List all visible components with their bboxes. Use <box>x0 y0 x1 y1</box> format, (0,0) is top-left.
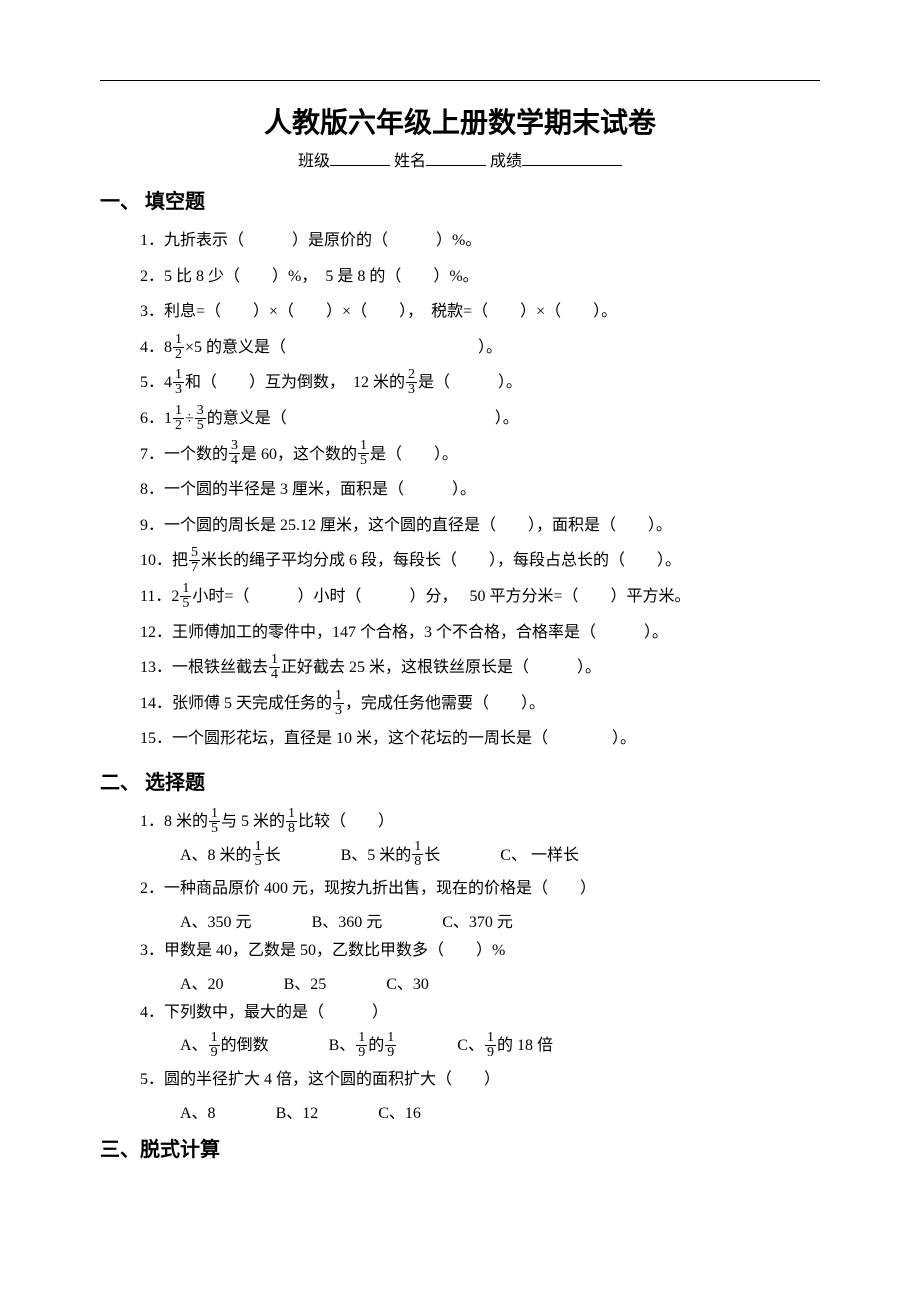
cq1a-frac: 15 <box>253 840 264 869</box>
cq4b-frac2: 19 <box>385 1031 396 1060</box>
cq1-pre: 1．8 米的 <box>140 813 208 830</box>
fill-q5: 5．413和（ ）互为倒数， 12 米的23是（ ）。 <box>140 366 820 400</box>
choice-q5: 5．圆的半径扩大 4 倍，这个圆的面积扩大（ ） <box>140 1063 820 1097</box>
section-2-header: 二、 选择题 <box>100 766 820 795</box>
q6-div: ÷ <box>185 410 194 427</box>
choice-q1-options: A、8 米的15长 B、5 米的18长 C、 一样长 <box>180 841 820 871</box>
cq5-opt-b[interactable]: B、12 <box>276 1099 319 1123</box>
choice-q4-options: A、19的倒数 B、19的19 C、19的 18 倍 <box>180 1031 820 1061</box>
fill-q1: 1．九折表示（ ）是原价的（ ）%。 <box>140 224 820 258</box>
top-rule <box>100 80 820 81</box>
fill-q6: 6．112÷35的意义是（ ）。 <box>140 402 820 436</box>
q14-post: ，完成任务他需要（ ）。 <box>345 695 545 712</box>
q10-frac: 57 <box>189 546 200 575</box>
cq4c-frac: 19 <box>485 1031 496 1060</box>
fill-q3: 3．利息=（ ）×（ ）×（ ）， 税款=（ ）×（ ）。 <box>140 295 820 329</box>
q6-frac1: 12 <box>173 404 184 433</box>
fill-q15: 15．一个圆形花坛，直径是 10 米，这个花坛的一周长是（ ）。 <box>140 722 820 756</box>
choice-q2-options: A、350 元 B、360 元 C、370 元 <box>180 908 820 932</box>
choice-q5-options: A、8 B、12 C、16 <box>180 1099 820 1123</box>
student-meta: 班级 姓名 成绩 <box>100 147 820 171</box>
choice-q3: 3．甲数是 40，乙数是 50，乙数比甲数多（ ）% <box>140 934 820 968</box>
fill-q9: 9．一个圆的周长是 25.12 厘米，这个圆的直径是（ ），面积是（ ）。 <box>140 509 820 543</box>
cq1-mid: 与 5 米的 <box>221 813 285 830</box>
q4-pre: 4．8 <box>140 339 172 356</box>
q4-post: ×5 的意义是（ ）。 <box>185 339 502 356</box>
q13-post: 正好截去 25 米，这根铁丝原长是（ ）。 <box>281 659 601 676</box>
cq5-opt-c[interactable]: C、16 <box>378 1099 421 1123</box>
name-label: 姓名 <box>394 153 426 170</box>
class-label: 班级 <box>298 153 330 170</box>
fill-q8: 8．一个圆的半径是 3 厘米，面积是（ ）。 <box>140 473 820 507</box>
q14-pre: 14．张师傅 5 天完成任务的 <box>140 695 332 712</box>
cq3-opt-a[interactable]: A、20 <box>180 970 224 994</box>
cq4a-frac: 19 <box>209 1031 220 1060</box>
fill-q4: 4．812×5 的意义是（ ）。 <box>140 331 820 365</box>
q5-pre: 5．4 <box>140 374 172 391</box>
q6-pre: 6．1 <box>140 410 172 427</box>
q11-pre: 11．2 <box>140 588 179 605</box>
q4-frac: 12 <box>173 333 184 362</box>
q7-frac2: 15 <box>358 439 369 468</box>
fill-q2: 2．5 比 8 少（ ）%， 5 是 8 的（ ）%。 <box>140 260 820 294</box>
cq3-opt-c[interactable]: C、30 <box>386 970 429 994</box>
score-blank[interactable] <box>522 149 622 166</box>
class-blank[interactable] <box>330 149 390 166</box>
fill-q13: 13．一根铁丝截去14正好截去 25 米，这根铁丝原长是（ ）。 <box>140 651 820 685</box>
exam-page: 人教版六年级上册数学期末试卷 班级 姓名 成绩 一、 填空题 1．九折表示（ ）… <box>0 0 920 1232</box>
q5-frac2: 23 <box>406 368 417 397</box>
q10-post: 米长的绳子平均分成 6 段，每段长（ ），每段占总长的（ ）。 <box>201 552 681 569</box>
q6-frac2: 35 <box>195 404 206 433</box>
choice-q3-options: A、20 B、25 C、30 <box>180 970 820 994</box>
fill-q14: 14．张师傅 5 天完成任务的13，完成任务他需要（ ）。 <box>140 687 820 721</box>
q13-pre: 13．一根铁丝截去 <box>140 659 268 676</box>
q7-post: 是（ ）。 <box>370 446 458 463</box>
cq1-frac1: 15 <box>209 807 220 836</box>
fill-q11: 11．215小时=（ ）小时（ ）分， 50 平方分米=（ ）平方米。 <box>140 580 820 614</box>
q11-post: 小时=（ ）小时（ ）分， 50 平方分米=（ ）平方米。 <box>192 588 690 605</box>
cq5-opt-a[interactable]: A、8 <box>180 1099 216 1123</box>
cq4-opt-c[interactable]: C、19的 18 倍 <box>457 1031 553 1061</box>
q10-pre: 10．把 <box>140 552 188 569</box>
choice-q1: 1．8 米的15与 5 米的18比较（ ） <box>140 805 820 839</box>
fill-q12: 12．王师傅加工的零件中，147 个合格，3 个不合格，合格率是（ ）。 <box>140 616 820 650</box>
cq2-opt-a[interactable]: A、350 元 <box>180 908 252 932</box>
cq4-opt-a[interactable]: A、19的倒数 <box>180 1031 269 1061</box>
cq1-opt-b[interactable]: B、5 米的18长 <box>341 841 441 871</box>
cq2-opt-c[interactable]: C、370 元 <box>442 908 513 932</box>
cq4-opt-b[interactable]: B、19的19 <box>329 1031 398 1061</box>
q14-frac: 13 <box>333 689 344 718</box>
exam-title: 人教版六年级上册数学期末试卷 <box>100 101 820 141</box>
cq1-frac2: 18 <box>286 807 297 836</box>
q11-frac: 15 <box>180 582 191 611</box>
cq1-opt-c[interactable]: C、 一样长 <box>500 841 579 871</box>
name-blank[interactable] <box>426 149 486 166</box>
choice-q4: 4．下列数中，最大的是（ ） <box>140 996 820 1030</box>
q5-mid: 和（ ）互为倒数， 12 米的 <box>185 374 405 391</box>
cq1-post: 比较（ ） <box>298 813 394 830</box>
q7-frac1: 34 <box>229 439 240 468</box>
q13-frac: 14 <box>269 653 280 682</box>
q6-post: 的意义是（ ）。 <box>207 410 519 427</box>
cq1b-frac: 18 <box>412 840 423 869</box>
fill-q7: 7．一个数的34是 60，这个数的15是（ ）。 <box>140 438 820 472</box>
choice-q2: 2．一种商品原价 400 元，现按九折出售，现在的价格是（ ） <box>140 872 820 906</box>
q5-post: 是（ ）。 <box>418 374 522 391</box>
q7-pre: 7．一个数的 <box>140 446 228 463</box>
score-label: 成绩 <box>490 153 522 170</box>
fill-q10: 10．把57米长的绳子平均分成 6 段，每段长（ ），每段占总长的（ ）。 <box>140 544 820 578</box>
q7-mid: 是 60，这个数的 <box>241 446 357 463</box>
section-3-header: 三、脱式计算 <box>100 1133 820 1162</box>
cq1-opt-a[interactable]: A、8 米的15长 <box>180 841 281 871</box>
cq3-opt-b[interactable]: B、25 <box>284 970 327 994</box>
cq2-opt-b[interactable]: B、360 元 <box>312 908 383 932</box>
q5-frac1: 13 <box>173 368 184 397</box>
cq4b-frac1: 19 <box>356 1031 367 1060</box>
section-1-header: 一、 填空题 <box>100 185 820 214</box>
